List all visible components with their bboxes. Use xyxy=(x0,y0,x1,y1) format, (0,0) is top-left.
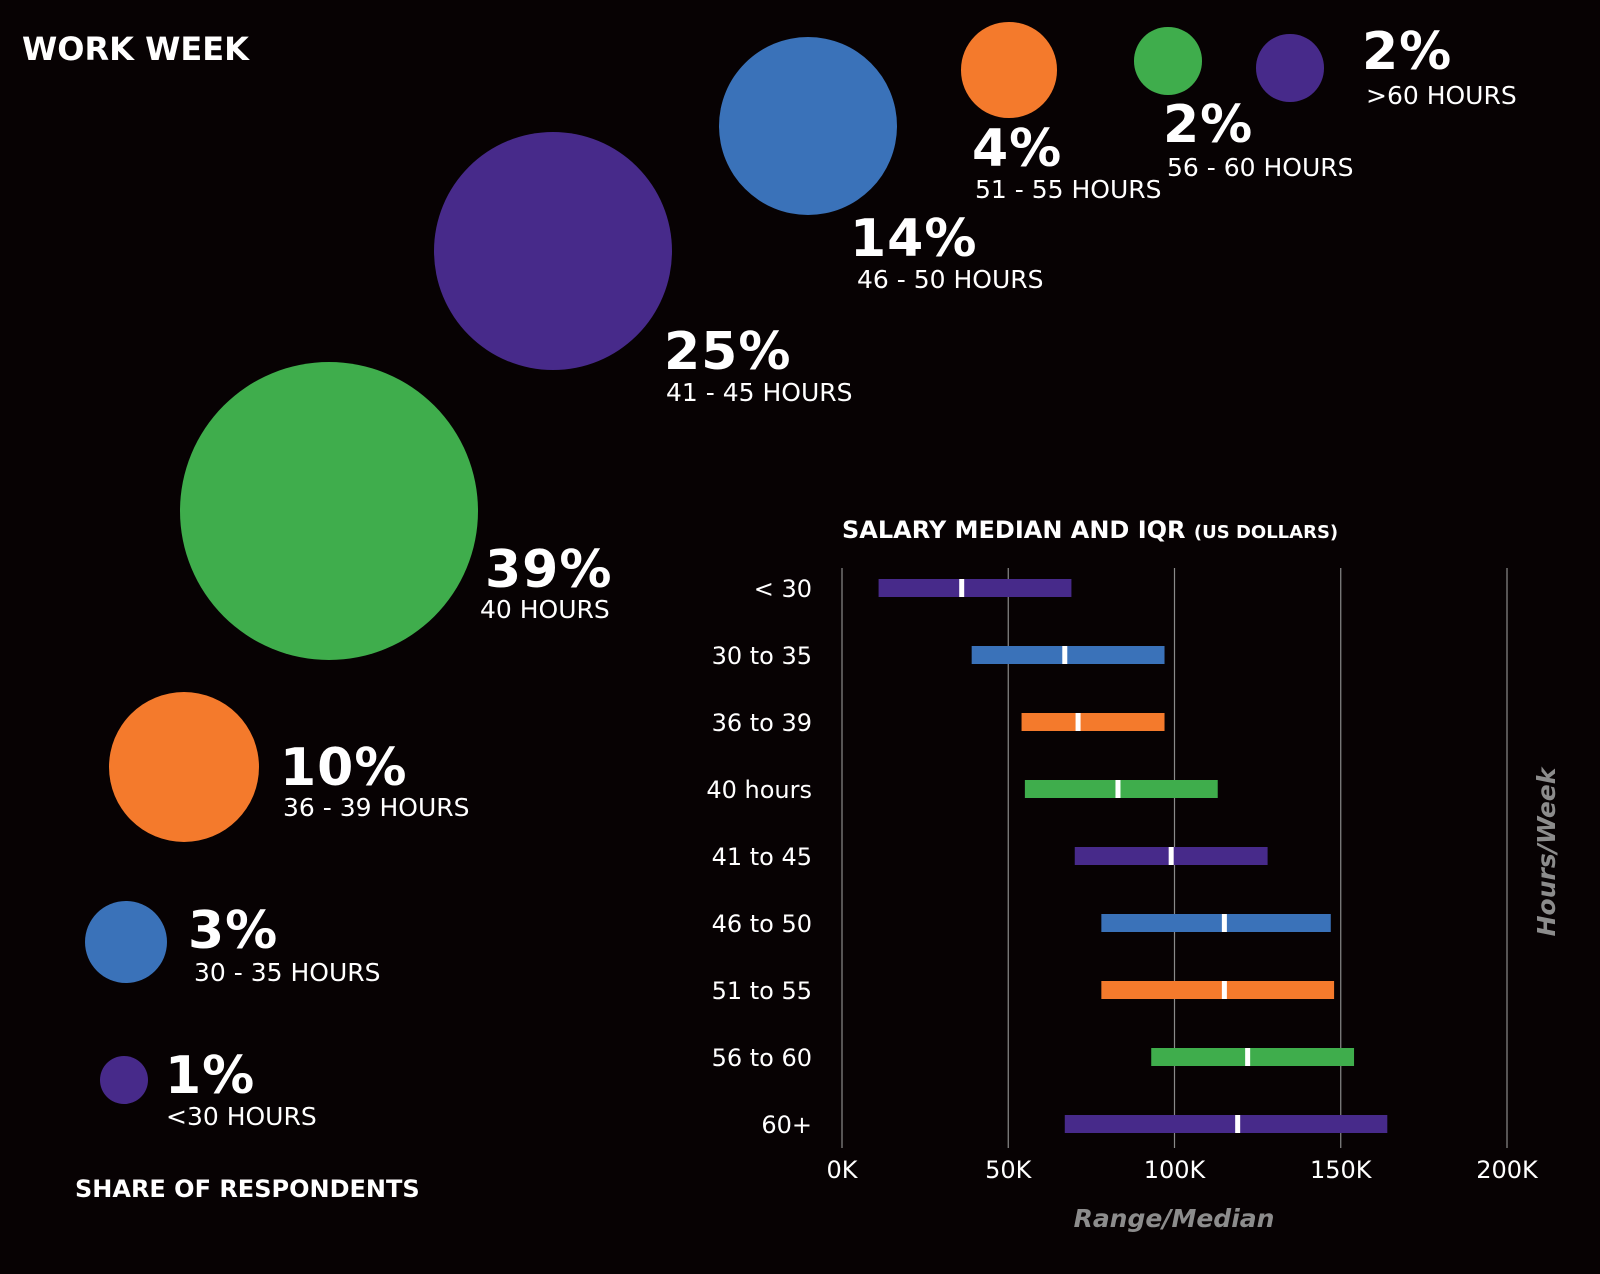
iqr-bar xyxy=(971,646,1165,664)
median-marker xyxy=(1221,914,1227,932)
range-chart-title-suffix: (US DOLLARS) xyxy=(1194,522,1338,543)
bubble-percent-label: 10% xyxy=(280,738,408,798)
bubble-percent-label: 4% xyxy=(972,119,1063,179)
bubble-hours-label: 51 - 55 HOURS xyxy=(975,175,1162,204)
median-marker xyxy=(1075,713,1081,731)
bubble-36-39 xyxy=(108,691,260,843)
bubble-hours-label: 36 - 39 HOURS xyxy=(283,793,470,822)
median-marker xyxy=(1062,646,1068,664)
bubble-hours-label: 41 - 45 HOURS xyxy=(666,378,853,407)
bubble-percent-label: 25% xyxy=(664,322,792,382)
x-tick-label: 100K xyxy=(1144,1156,1207,1184)
iqr-bar xyxy=(1101,981,1335,999)
x-tick-label: 50K xyxy=(985,1156,1033,1184)
y-category-label: 30 to 35 xyxy=(712,642,812,670)
iqr-bar xyxy=(1024,780,1218,798)
y-category-label: 41 to 45 xyxy=(712,843,812,871)
median-marker xyxy=(1115,780,1121,798)
bubble-percent-label: 1% xyxy=(165,1046,256,1106)
x-tick-label: 0K xyxy=(826,1156,858,1184)
bubble-40 xyxy=(180,362,478,660)
bubble-hours-label: 56 - 60 HOURS xyxy=(1167,153,1354,182)
y-category-label: 60+ xyxy=(761,1111,812,1139)
iqr-bar xyxy=(1151,1048,1355,1066)
bubble-percent-label: 14% xyxy=(850,209,978,269)
bubble-hours-label: 46 - 50 HOURS xyxy=(857,265,1044,294)
y-category-label: < 30 xyxy=(754,575,812,603)
bubble-percent-label: 3% xyxy=(188,901,279,961)
bubble-lt30 xyxy=(100,1056,148,1104)
bubble-30-35 xyxy=(84,900,168,984)
bubble-56-60 xyxy=(1134,27,1202,95)
bubble-percent-label: 39% xyxy=(485,540,613,600)
iqr-bar xyxy=(1064,1115,1388,1133)
median-marker xyxy=(1168,847,1174,865)
iqr-bar xyxy=(1101,914,1331,932)
range-chart-title-main: SALARY MEDIAN AND IQR xyxy=(842,516,1194,544)
page-title: WORK WEEK xyxy=(22,30,249,68)
bubble-footer-label: SHARE OF RESPONDENTS xyxy=(75,1175,420,1203)
bubble-percent-label: 2% xyxy=(1163,95,1254,155)
median-marker xyxy=(1235,1115,1241,1133)
bubble-41-45 xyxy=(433,131,673,371)
bubble-46-50 xyxy=(718,36,898,216)
median-marker xyxy=(1245,1048,1251,1066)
bubble-percent-label: 2% xyxy=(1362,22,1453,82)
bubble-51-55 xyxy=(961,22,1057,118)
bubble-hours-label: 40 HOURS xyxy=(480,595,610,624)
x-axis-title: Range/Median xyxy=(1074,1204,1275,1233)
iqr-bar xyxy=(1021,713,1165,731)
y-category-label: 40 hours xyxy=(706,776,812,804)
range-chart-title: SALARY MEDIAN AND IQR (US DOLLARS) xyxy=(842,516,1338,544)
y-category-label: 36 to 39 xyxy=(712,709,812,737)
x-tick-label: 150K xyxy=(1310,1156,1373,1184)
y-category-label: 46 to 50 xyxy=(712,910,812,938)
iqr-bar xyxy=(878,579,1072,597)
bubble-hours-label: 30 - 35 HOURS xyxy=(194,958,381,987)
bubble-hours-label: <30 HOURS xyxy=(166,1102,317,1131)
bubble-hours-label: >60 HOURS xyxy=(1366,81,1517,110)
y-axis-title: Hours/Week xyxy=(1532,766,1561,936)
y-category-label: 56 to 60 xyxy=(712,1044,812,1072)
y-category-label: 51 to 55 xyxy=(712,977,812,1005)
median-marker xyxy=(1221,981,1227,999)
x-tick-label: 200K xyxy=(1476,1156,1539,1184)
bubble-gt60 xyxy=(1256,34,1324,102)
median-marker xyxy=(959,579,965,597)
